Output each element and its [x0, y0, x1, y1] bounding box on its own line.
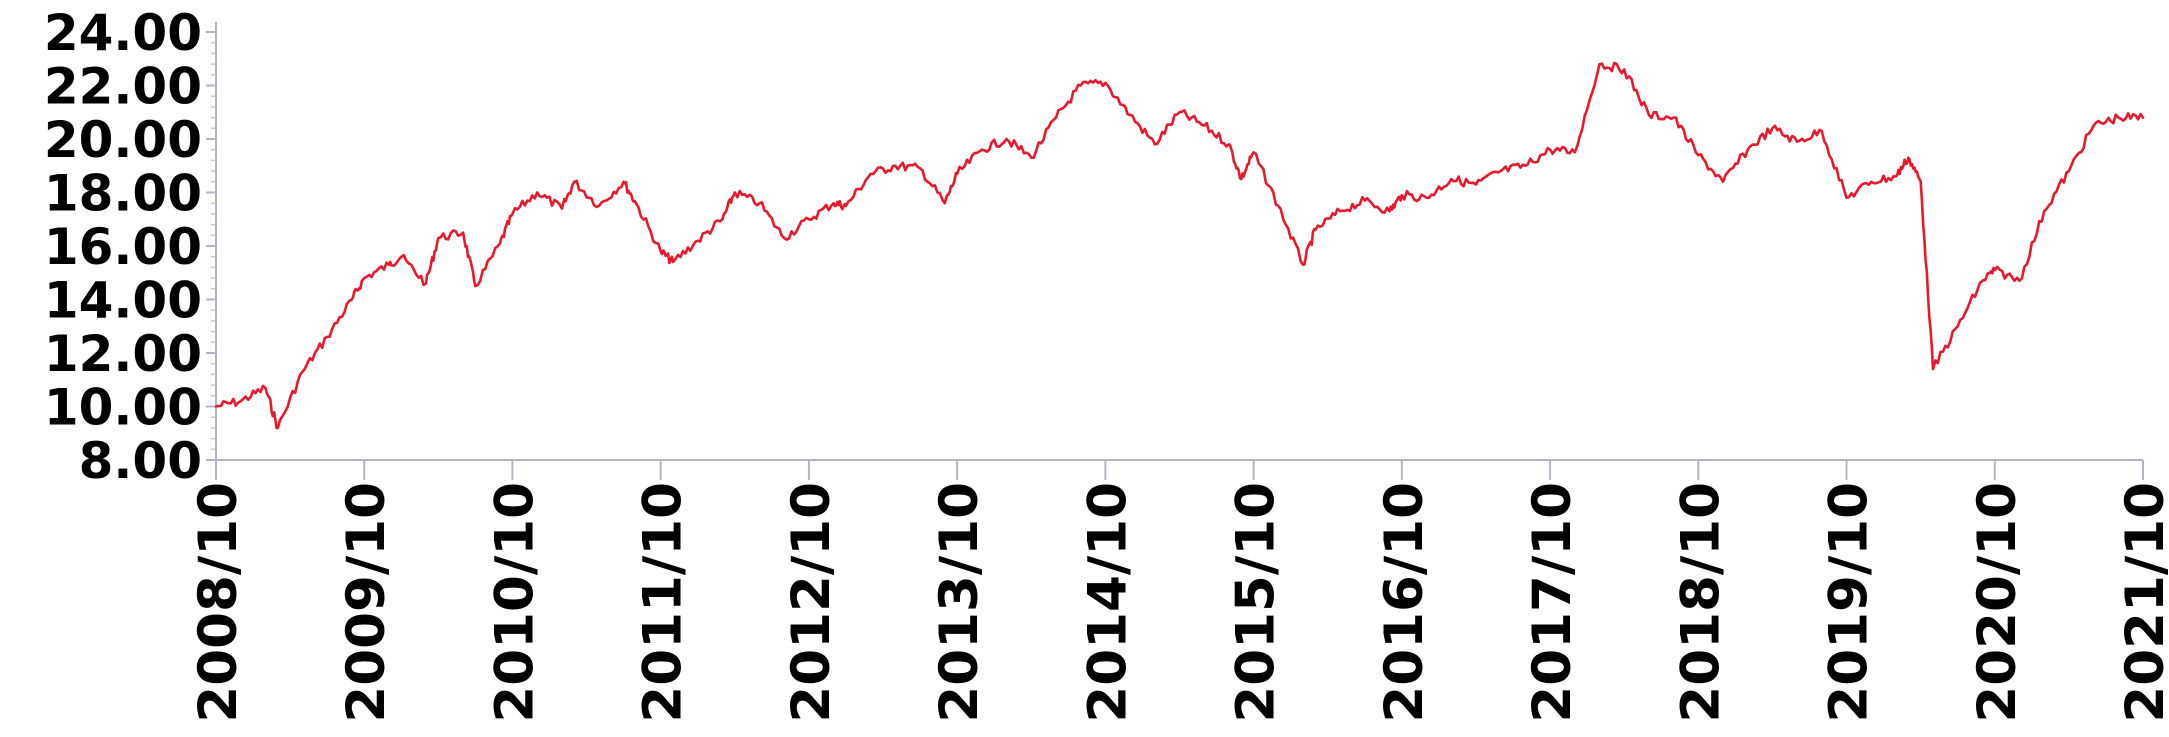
series-layer	[214, 61, 2145, 430]
x-tick-label: 2009/10	[336, 482, 397, 723]
series-line	[214, 61, 2145, 430]
x-tick-label: 2016/10	[1374, 482, 1435, 723]
x-tick-label: 2017/10	[1522, 482, 1583, 723]
x-tick-label: 2008/10	[188, 482, 249, 723]
y-tick-label: 8.00	[79, 432, 202, 490]
x-tick-label: 2018/10	[1670, 482, 1731, 723]
y-tick-label: 20.00	[44, 111, 202, 169]
x-tick-label: 2019/10	[1819, 482, 1880, 723]
x-tick-label: 2011/10	[633, 482, 694, 723]
x-tick-label: 2013/10	[929, 482, 990, 723]
y-tick-label: 16.00	[44, 218, 202, 276]
y-tick-label: 22.00	[44, 58, 202, 116]
y-tick-label: 14.00	[44, 272, 202, 330]
x-tick-label: 2012/10	[781, 482, 842, 723]
x-tick-label: 2020/10	[1967, 482, 2028, 723]
x-tick-label: 2014/10	[1077, 482, 1138, 723]
y-tick-label: 18.00	[44, 165, 202, 223]
y-tick-label: 12.00	[44, 325, 202, 383]
x-tick-label: 2010/10	[484, 482, 545, 723]
y-tick-label: 24.00	[44, 4, 202, 62]
y-tick-label: 10.00	[44, 379, 202, 437]
x-tick-label: 2015/10	[1226, 482, 1287, 723]
x-axis: 2008/10 2009/10 2010/10 2011/10 2012/10 2013/…	[188, 459, 2169, 723]
y-axis: 8.0010.0012.0014.0016.0018.0020.0022.002…	[44, 4, 217, 490]
x-tick-label: 2021/10	[2115, 482, 2169, 723]
